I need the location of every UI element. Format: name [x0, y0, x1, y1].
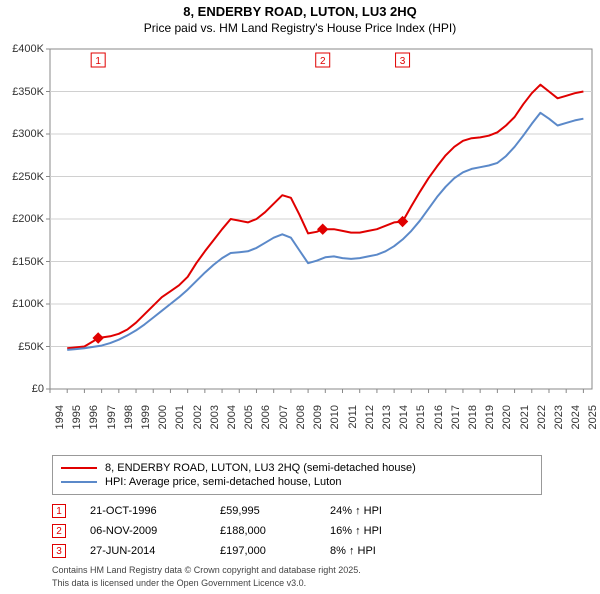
page-subtitle: Price paid vs. HM Land Registry's House …: [0, 21, 600, 35]
marker-badge-2: 2: [52, 524, 66, 538]
legend-swatch-0: [61, 467, 97, 469]
x-tick-label: 2021: [519, 405, 531, 445]
legend-label-1: HPI: Average price, semi-detached house,…: [105, 476, 341, 488]
sale-delta: 16% ↑ HPI: [330, 525, 450, 537]
x-tick-label: 2004: [226, 405, 238, 445]
legend-item-0: 8, ENDERBY ROAD, LUTON, LU3 2HQ (semi-de…: [61, 462, 533, 474]
x-tick-label: 2015: [415, 405, 427, 445]
x-tick-label: 1995: [71, 405, 83, 445]
x-tick-label: 2023: [553, 405, 565, 445]
sale-delta: 24% ↑ HPI: [330, 505, 450, 517]
x-tick-label: 2001: [174, 405, 186, 445]
x-tick-label: 2022: [536, 405, 548, 445]
x-tick-label: 1999: [140, 405, 152, 445]
x-tick-label: 2010: [329, 405, 341, 445]
x-tick-label: 2024: [570, 405, 582, 445]
x-tick-label: 2018: [467, 405, 479, 445]
x-tick-label: 2016: [433, 405, 445, 445]
x-tick-label: 2002: [192, 405, 204, 445]
svg-text:3: 3: [400, 56, 406, 67]
x-tick-label: 1997: [106, 405, 118, 445]
x-tick-label: 2009: [312, 405, 324, 445]
x-tick-label: 2013: [381, 405, 393, 445]
table-row: 3 27-JUN-2014 £197,000 8% ↑ HPI: [52, 541, 600, 561]
x-tick-label: 2000: [157, 405, 169, 445]
page-title: 8, ENDERBY ROAD, LUTON, LU3 2HQ: [0, 4, 600, 19]
x-tick-label: 2014: [398, 405, 410, 445]
marker-badge-3: 3: [52, 544, 66, 558]
x-tick-label: 2025: [587, 405, 599, 445]
sales-table: 1 21-OCT-1996 £59,995 24% ↑ HPI 2 06-NOV…: [52, 501, 600, 561]
sale-date: 06-NOV-2009: [90, 525, 220, 537]
x-tick-label: 2005: [243, 405, 255, 445]
copyright-line-1: Contains HM Land Registry data © Crown c…: [52, 565, 600, 576]
legend-item-1: HPI: Average price, semi-detached house,…: [61, 476, 533, 488]
marker-badge-1: 1: [52, 504, 66, 518]
sale-delta: 8% ↑ HPI: [330, 545, 450, 557]
sale-price: £188,000: [220, 525, 330, 537]
x-tick-label: 1994: [54, 405, 66, 445]
x-tick-label: 2020: [501, 405, 513, 445]
x-tick-label: 2003: [209, 405, 221, 445]
legend-swatch-1: [61, 481, 97, 483]
copyright-line-2: This data is licensed under the Open Gov…: [52, 578, 600, 589]
x-tick-label: 2012: [364, 405, 376, 445]
legend-label-0: 8, ENDERBY ROAD, LUTON, LU3 2HQ (semi-de…: [105, 462, 416, 474]
x-tick-label: 2007: [278, 405, 290, 445]
x-axis-labels: 1994199519961997199819992000200120022003…: [0, 409, 600, 449]
x-tick-label: 2008: [295, 405, 307, 445]
x-tick-label: 1996: [88, 405, 100, 445]
sale-date: 21-OCT-1996: [90, 505, 220, 517]
legend: 8, ENDERBY ROAD, LUTON, LU3 2HQ (semi-de…: [52, 455, 542, 495]
x-tick-label: 2017: [450, 405, 462, 445]
chart-svg: 1 2 3: [0, 39, 600, 409]
chart-area: £0£50K£100K£150K£200K£250K£300K£350K£400…: [0, 39, 600, 409]
table-row: 2 06-NOV-2009 £188,000 16% ↑ HPI: [52, 521, 600, 541]
sale-price: £197,000: [220, 545, 330, 557]
x-tick-label: 2019: [484, 405, 496, 445]
x-tick-label: 2011: [347, 405, 359, 445]
svg-text:1: 1: [95, 56, 101, 67]
x-tick-label: 1998: [123, 405, 135, 445]
table-row: 1 21-OCT-1996 £59,995 24% ↑ HPI: [52, 501, 600, 521]
sale-price: £59,995: [220, 505, 330, 517]
sale-date: 27-JUN-2014: [90, 545, 220, 557]
svg-text:2: 2: [320, 56, 326, 67]
x-tick-label: 2006: [260, 405, 272, 445]
